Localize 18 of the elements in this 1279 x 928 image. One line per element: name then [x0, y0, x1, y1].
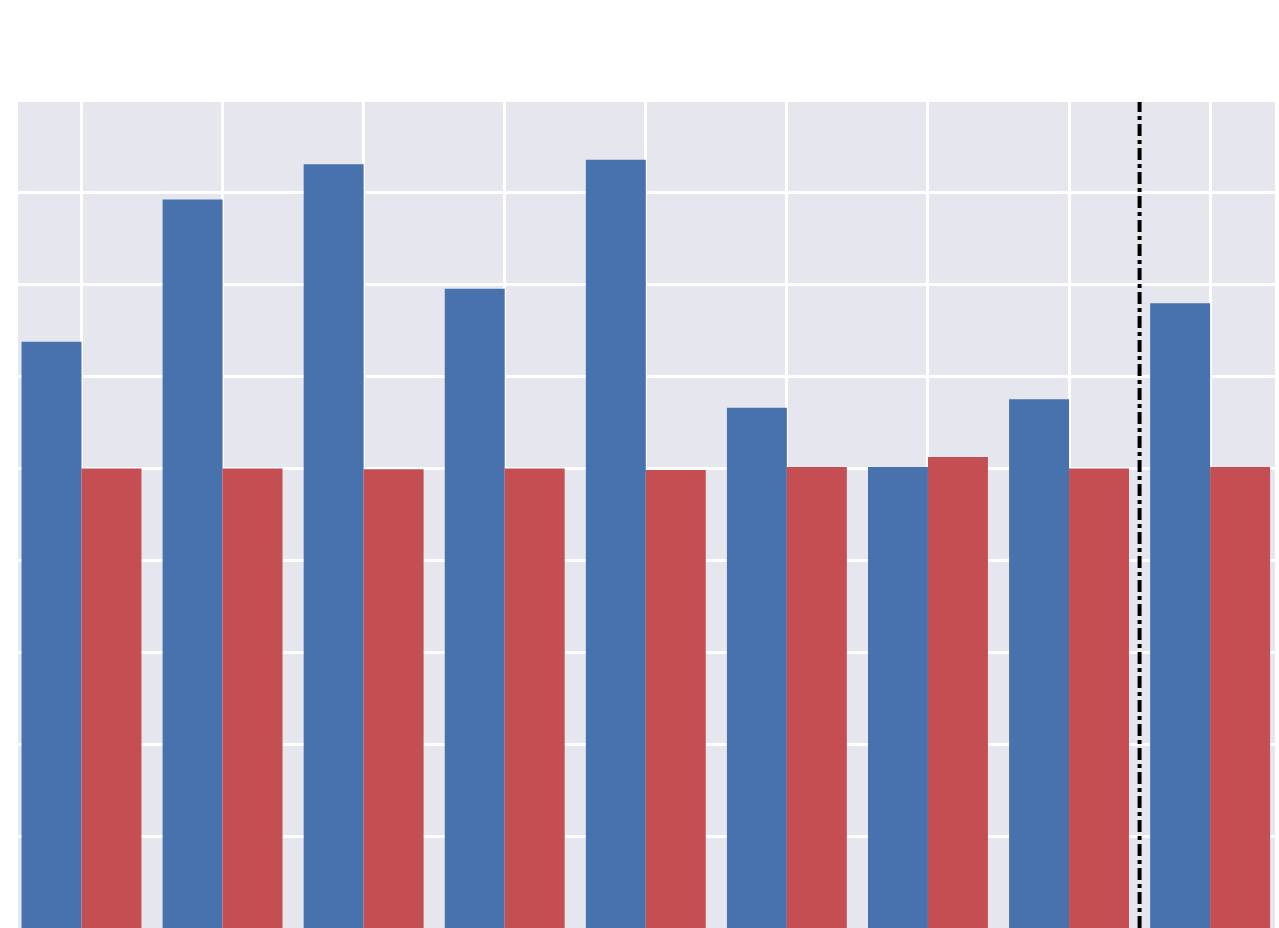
bar [81, 468, 142, 928]
bar [1210, 466, 1271, 928]
bar [504, 468, 565, 928]
bar [363, 469, 424, 928]
bar [585, 159, 646, 928]
bar [867, 466, 928, 928]
bar [927, 456, 988, 928]
bar [444, 288, 505, 928]
bar [726, 407, 787, 928]
bar [1009, 399, 1070, 928]
bar [1069, 468, 1129, 928]
bar [222, 468, 283, 928]
bar [1150, 303, 1211, 928]
bar [303, 164, 364, 928]
bar [21, 341, 82, 928]
bar [786, 466, 847, 928]
bar [645, 470, 706, 928]
bar [162, 199, 223, 928]
